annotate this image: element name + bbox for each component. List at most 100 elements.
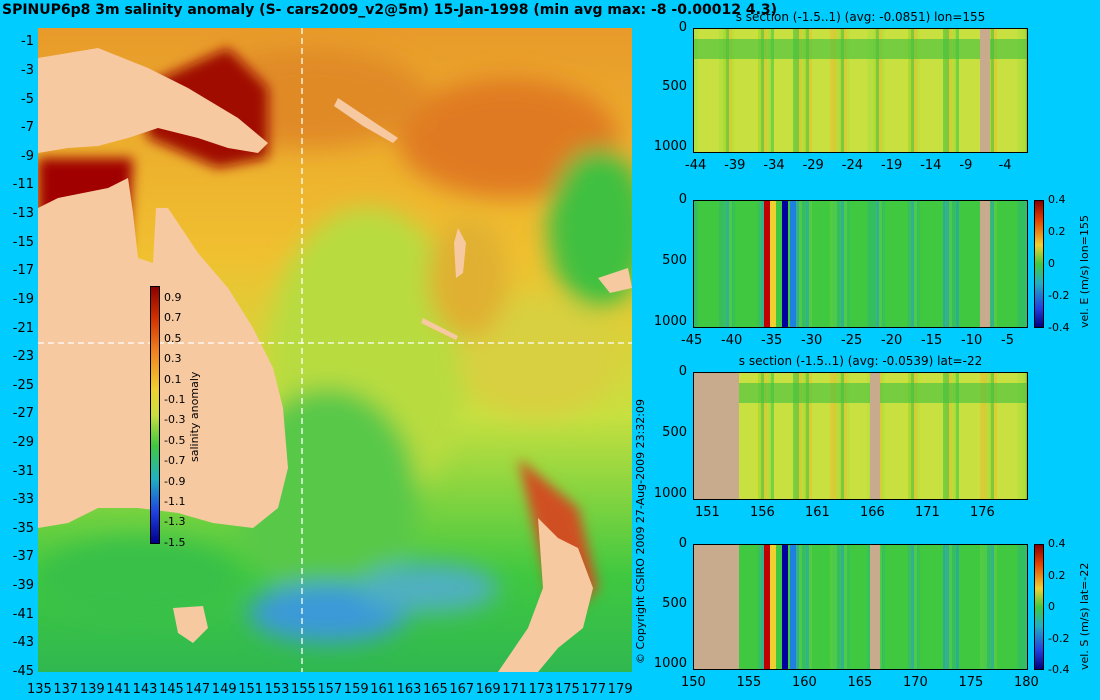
lon-tick-label: 143 [132, 682, 158, 697]
map-colorbar-tick: 0.1 [164, 372, 182, 386]
section-texture-column [719, 29, 723, 152]
surface-band [694, 383, 1027, 403]
velocity-jet [782, 545, 788, 669]
map-colorbar-tick: -0.7 [164, 454, 186, 468]
section-texture-column [943, 373, 949, 499]
lat-tick-label: -29 [12, 434, 34, 450]
velocity-colorbar-tick: 0.4 [1048, 193, 1066, 206]
lat-tick-label: -43 [12, 635, 34, 651]
velocity-colorbar-tick: 0.2 [1048, 568, 1066, 582]
velocity-colorbar-tick: 0 [1048, 600, 1055, 613]
depth-tick-label: 500 [662, 252, 687, 268]
depth-tick-label: 1000 [653, 138, 687, 154]
lon-tick-label: 179 [607, 682, 633, 697]
velocity-colorbar-label: vel. E (m/s) lon=155 [1078, 215, 1091, 328]
section-background [694, 545, 1027, 669]
section-texture-column [1027, 29, 1028, 153]
velocity-jet [790, 545, 796, 669]
lat-tick-label: -31 [12, 463, 34, 479]
section-x-tick-label: -19 [881, 158, 903, 173]
lat-tick-label: -15 [12, 234, 34, 250]
lon-tick-label: 149 [211, 682, 237, 697]
depth-tick-label: 500 [662, 424, 687, 440]
lon-tick-label: 173 [528, 682, 554, 697]
surface-band [694, 39, 1027, 59]
section-texture-column [793, 29, 799, 152]
lon-tick-label: 177 [581, 682, 607, 697]
velocity-jet [770, 545, 776, 669]
section-land-bar [980, 29, 990, 152]
land-fiji [598, 268, 632, 293]
lon-tick-label: 151 [238, 682, 264, 697]
section-texture-column [867, 29, 875, 152]
section-x-tick-label: 166 [860, 505, 885, 520]
section-texture-column [756, 29, 761, 152]
section-x-tick-label: -10 [961, 333, 983, 348]
section-texture-column [830, 201, 837, 327]
lon-tick-label: 167 [449, 682, 475, 697]
section-x-tick-label: 161 [805, 505, 830, 520]
section-texture-column [830, 373, 837, 499]
depth-tick-label: 1000 [653, 485, 687, 501]
section-x-tick-label: -4 [998, 158, 1012, 173]
section-x-tick-label: -40 [721, 333, 743, 348]
lat-tick-label: -17 [12, 263, 34, 279]
velocity-colorbar-label: vel. S (m/s) lat=-22 [1078, 562, 1091, 670]
map-colorbar-tick: -0.9 [164, 474, 186, 488]
section-land-bar [870, 545, 880, 669]
section-texture-column [1017, 201, 1025, 327]
section-title: s section (-1.5..1) (avg: -0.0539) lat=-… [738, 354, 983, 368]
section-x-tick-label: 176 [970, 505, 995, 520]
velocity-colorbar [1034, 544, 1044, 670]
velocity-jet [790, 201, 796, 327]
map-colorbar-tick: -1.5 [164, 535, 186, 549]
section-x-tick-label: -44 [685, 158, 707, 173]
map-colorbar-tick: -0.1 [164, 393, 186, 406]
section-land-mask [694, 373, 739, 499]
section-x-tick-label: 175 [958, 675, 984, 690]
section-texture-column [906, 545, 911, 669]
section-texture-column [980, 373, 987, 499]
lon-tick-label: 139 [79, 682, 105, 697]
section-x-tick-label: -15 [921, 333, 943, 348]
section-x-tick-label: 156 [750, 505, 775, 520]
land-new-zealand [498, 518, 593, 672]
section-x-tick-label: 151 [695, 505, 720, 520]
lon-tick-label: 163 [396, 682, 422, 697]
lon-tick-label: 153 [264, 682, 290, 697]
section-x-tick-label: -5 [1001, 333, 1014, 348]
lat-tick-label: -9 [21, 148, 34, 164]
map-colorbar-tick: 0.7 [164, 311, 182, 325]
section-texture-column [906, 29, 911, 152]
velocity-colorbar-tick: -0.2 [1048, 289, 1070, 302]
depth-tick-label: 0 [678, 20, 687, 35]
chart-title: SPINUP6p8 3m salinity anomaly (S- cars20… [2, 2, 778, 18]
section-texture-column [1017, 373, 1025, 499]
lat-tick-label: -5 [21, 91, 34, 107]
depth-tick-label: 0 [678, 536, 687, 551]
section-texture-column [830, 29, 837, 152]
depth-tick-label: 500 [662, 79, 687, 95]
lat-tick-label: -27 [12, 406, 34, 422]
lon-tick-label: 155 [291, 682, 316, 697]
depth-tick-label: 0 [678, 364, 687, 379]
lon-tick-label: 159 [343, 682, 369, 697]
section-texture-column [719, 201, 723, 327]
copyright-text: © Copyright CSIRO 2009 27-Aug-2009 23:32… [634, 398, 647, 664]
lat-tick-label: -37 [12, 549, 34, 565]
lat-tick-label: -3 [21, 62, 34, 78]
section-land-bar [870, 373, 880, 499]
section-texture-column [1027, 545, 1028, 670]
map-colorbar [150, 286, 160, 544]
section-x-tick-label: 171 [915, 505, 940, 520]
velocity-jet [764, 545, 770, 669]
lat-tick-label: -45 [12, 663, 34, 679]
section-texture-column [980, 545, 987, 669]
section-texture-column [906, 373, 911, 499]
velocity-colorbar-tick: 0.2 [1048, 225, 1066, 238]
velocity-colorbar [1034, 200, 1044, 328]
section-x-tick-label: -29 [802, 158, 824, 173]
section-land-mask [694, 545, 739, 669]
lat-tick-label: -35 [12, 520, 34, 536]
lon-tick-label: 165 [423, 682, 448, 697]
